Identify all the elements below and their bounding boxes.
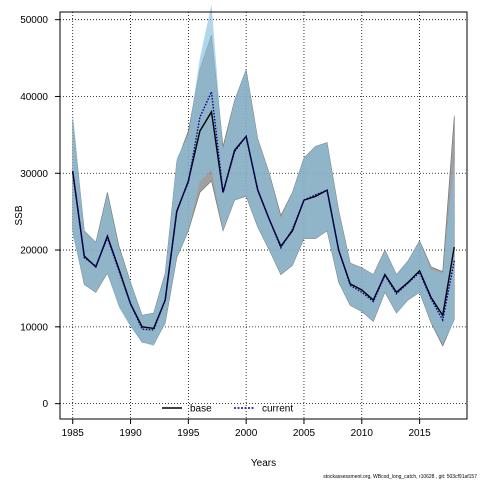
grid-lines: [60, 12, 467, 419]
band-current: [72, 4, 455, 347]
plot-frame: [59, 11, 468, 420]
confidence-bands: [72, 4, 455, 347]
x-tick-label: 2000: [235, 428, 258, 439]
line-current: [72, 89, 455, 331]
legend-label-current: current: [262, 404, 293, 415]
x-tick-label: 1990: [119, 428, 142, 439]
y-tick-label: 10000: [20, 322, 48, 333]
footer-credit: stockassessment.org, WBcod_long_catch, r…: [323, 474, 477, 480]
series-lines: [72, 89, 455, 331]
x-tick-label: 1995: [177, 428, 200, 439]
y-axis-label: SSB: [14, 205, 25, 225]
x-tick-label: 2005: [293, 428, 316, 439]
legend-label-base: base: [190, 404, 212, 415]
x-tick-label: 2010: [351, 428, 374, 439]
y-tick-label: 20000: [20, 246, 48, 257]
x-tick-label: 1985: [62, 428, 85, 439]
x-tick-label: 2015: [408, 428, 431, 439]
y-tick-label: 40000: [20, 92, 48, 103]
y-tick-label: 30000: [20, 169, 48, 180]
x-axis-ticks: 1985 1990 1995 2000 2005 2010 2015: [62, 419, 431, 439]
legend: base current: [162, 404, 293, 415]
y-tick-label: 50000: [20, 15, 48, 26]
x-axis-label: Years: [251, 458, 276, 469]
y-axis-ticks: 0 10000 20000 30000 40000 50000: [20, 15, 60, 410]
y-tick-label: 0: [42, 399, 48, 410]
